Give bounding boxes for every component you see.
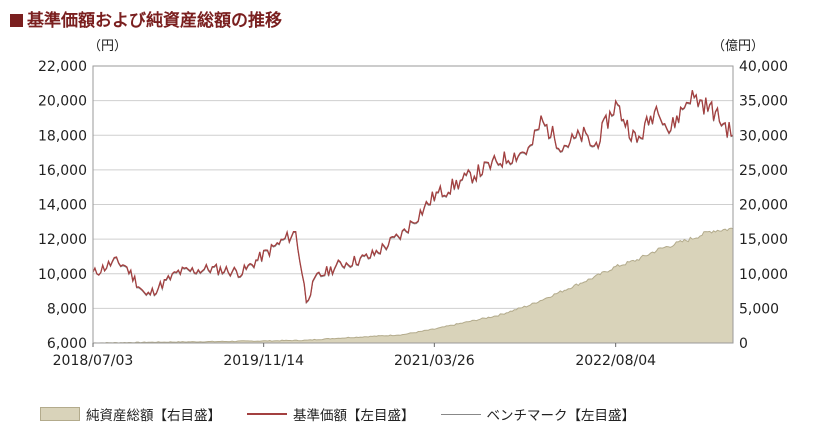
y-left-unit: （円） <box>88 39 127 54</box>
y-right-tick-label: 0 <box>739 336 748 352</box>
y-right-tick-label: 40,000 <box>739 59 788 75</box>
y-left-tick-label: 14,000 <box>38 198 87 214</box>
plot-border <box>92 65 734 344</box>
y-right-tick-label: 15,000 <box>739 232 788 248</box>
chart-title-text: 基準価額および純資産総額の推移 <box>27 11 282 31</box>
y-left-tick-label: 22,000 <box>38 59 87 75</box>
chart-title: 基準価額および純資産総額の推移 <box>10 6 282 31</box>
legend-label-net-assets: 純資産総額【右目盛】 <box>86 408 221 424</box>
y-left-tick-label: 18,000 <box>38 128 87 144</box>
x-tick-label: 2019/11/14 <box>223 353 304 369</box>
x-tick-label: 2021/03/26 <box>394 353 475 369</box>
area-net-assets <box>92 227 734 344</box>
plot-frame <box>92 65 734 344</box>
chart: 22,000 20,000 18,000 16,000 14,000 12,000 10,0… <box>38 38 788 369</box>
area-series <box>92 227 734 344</box>
y-right-tick-label: 10,000 <box>739 267 788 283</box>
y-left-tick-label: 12,000 <box>38 232 87 248</box>
y-right-axis: 40,000 35,000 30,000 25,000 20,000 15,000 10,0… <box>739 59 788 352</box>
title-square-icon <box>10 14 23 27</box>
y-right-tick-label: 35,000 <box>739 94 788 110</box>
legend-item-net-assets: 純資産総額【右目盛】 <box>40 404 221 424</box>
y-left-tick-label: 16,000 <box>38 163 87 179</box>
y-left-axis: 22,000 20,000 18,000 16,000 14,000 12,000 10,0… <box>38 59 87 352</box>
y-right-unit: （億円） <box>712 38 764 54</box>
legend: 純資産総額【右目盛】 基準価額【左目盛】 ベンチマーク【左目盛】 <box>40 404 635 424</box>
legend-swatch-nav <box>247 413 287 415</box>
x-axis: 2018/07/03 2019/11/14 2021/03/26 2022/08/04 <box>53 343 656 369</box>
x-tick-label: 2022/08/04 <box>575 353 656 369</box>
legend-item-benchmark: ベンチマーク【左目盛】 <box>440 404 636 424</box>
legend-swatch-area <box>40 407 80 421</box>
legend-label-nav: 基準価額【左目盛】 <box>293 408 415 424</box>
y-right-tick-label: 5,000 <box>739 301 779 317</box>
y-right-tick-label: 25,000 <box>739 163 788 179</box>
y-right-tick-label: 30,000 <box>739 128 788 144</box>
line-nav <box>92 90 734 304</box>
legend-item-nav: 基準価額【左目盛】 <box>247 404 415 424</box>
y-left-tick-label: 20,000 <box>38 94 87 110</box>
line-series <box>92 90 734 305</box>
y-right-tick-label: 20,000 <box>739 198 788 214</box>
y-left-tick-label: 6,000 <box>47 336 87 352</box>
legend-label-benchmark: ベンチマーク【左目盛】 <box>486 408 636 424</box>
y-left-tick-label: 8,000 <box>47 301 87 317</box>
legend-swatch-benchmark <box>440 413 481 415</box>
y-left-tick-label: 10,000 <box>38 267 87 283</box>
x-tick-label: 2018/07/03 <box>53 353 134 369</box>
